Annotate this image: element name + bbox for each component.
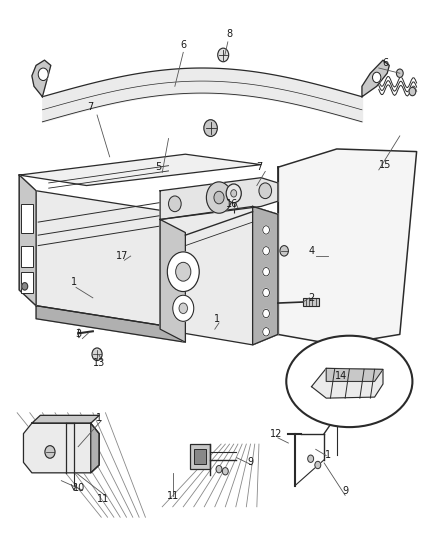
Ellipse shape bbox=[286, 336, 413, 427]
Polygon shape bbox=[311, 368, 383, 398]
Text: 11: 11 bbox=[166, 491, 179, 502]
Circle shape bbox=[263, 268, 269, 276]
Polygon shape bbox=[362, 60, 389, 97]
Polygon shape bbox=[278, 149, 417, 345]
Text: 14: 14 bbox=[335, 371, 347, 381]
Circle shape bbox=[231, 190, 237, 197]
Polygon shape bbox=[91, 423, 99, 473]
Circle shape bbox=[167, 252, 199, 292]
Text: 4: 4 bbox=[308, 246, 314, 256]
Circle shape bbox=[223, 467, 228, 475]
Circle shape bbox=[204, 120, 217, 136]
Text: 9: 9 bbox=[342, 486, 348, 496]
Text: 10: 10 bbox=[73, 483, 85, 494]
Circle shape bbox=[280, 246, 288, 256]
Circle shape bbox=[218, 48, 229, 62]
Text: 3: 3 bbox=[75, 329, 81, 340]
Text: 1: 1 bbox=[96, 413, 102, 423]
Text: 15: 15 bbox=[379, 160, 391, 169]
Polygon shape bbox=[36, 305, 185, 342]
Circle shape bbox=[169, 196, 181, 212]
Text: 5: 5 bbox=[155, 162, 161, 172]
Polygon shape bbox=[160, 206, 278, 345]
Polygon shape bbox=[32, 60, 51, 97]
Circle shape bbox=[263, 226, 269, 234]
Polygon shape bbox=[36, 191, 185, 329]
Text: 6: 6 bbox=[382, 58, 388, 68]
Circle shape bbox=[396, 69, 403, 77]
Circle shape bbox=[263, 328, 269, 336]
Bar bbox=[303, 298, 319, 306]
Polygon shape bbox=[326, 368, 383, 382]
Circle shape bbox=[38, 68, 48, 80]
Text: 12: 12 bbox=[269, 429, 282, 439]
Polygon shape bbox=[160, 220, 185, 342]
Polygon shape bbox=[19, 154, 261, 185]
Circle shape bbox=[173, 295, 194, 321]
Circle shape bbox=[176, 262, 191, 281]
Bar bbox=[21, 272, 33, 293]
Text: 7: 7 bbox=[256, 162, 262, 172]
Text: 7: 7 bbox=[88, 102, 94, 112]
Circle shape bbox=[92, 348, 102, 360]
Text: 6: 6 bbox=[180, 39, 186, 50]
Circle shape bbox=[206, 182, 232, 213]
Text: 1: 1 bbox=[71, 277, 77, 287]
Text: 8: 8 bbox=[226, 29, 233, 39]
Text: 11: 11 bbox=[97, 494, 110, 504]
Circle shape bbox=[315, 462, 321, 469]
Circle shape bbox=[226, 184, 241, 203]
Text: 1: 1 bbox=[214, 314, 220, 324]
Circle shape bbox=[45, 446, 55, 458]
Bar bbox=[21, 204, 33, 232]
Bar bbox=[194, 449, 205, 464]
Circle shape bbox=[308, 455, 314, 462]
Text: 17: 17 bbox=[116, 251, 128, 261]
Circle shape bbox=[263, 309, 269, 318]
Circle shape bbox=[263, 247, 269, 255]
Polygon shape bbox=[160, 177, 278, 220]
Polygon shape bbox=[19, 175, 36, 305]
Polygon shape bbox=[32, 415, 99, 423]
Circle shape bbox=[372, 72, 381, 83]
Circle shape bbox=[22, 282, 28, 290]
Bar bbox=[21, 246, 33, 266]
Polygon shape bbox=[19, 175, 36, 305]
Polygon shape bbox=[253, 206, 278, 345]
Text: 1: 1 bbox=[325, 449, 332, 459]
Circle shape bbox=[409, 87, 416, 96]
Text: 2: 2 bbox=[308, 293, 314, 303]
Circle shape bbox=[214, 191, 224, 204]
Circle shape bbox=[259, 183, 272, 199]
Text: 16: 16 bbox=[226, 199, 238, 209]
Text: 13: 13 bbox=[93, 358, 105, 368]
Circle shape bbox=[216, 465, 222, 473]
Circle shape bbox=[179, 303, 187, 313]
Bar bbox=[190, 444, 210, 469]
Polygon shape bbox=[24, 423, 99, 473]
Circle shape bbox=[263, 288, 269, 297]
Text: 9: 9 bbox=[247, 457, 254, 467]
